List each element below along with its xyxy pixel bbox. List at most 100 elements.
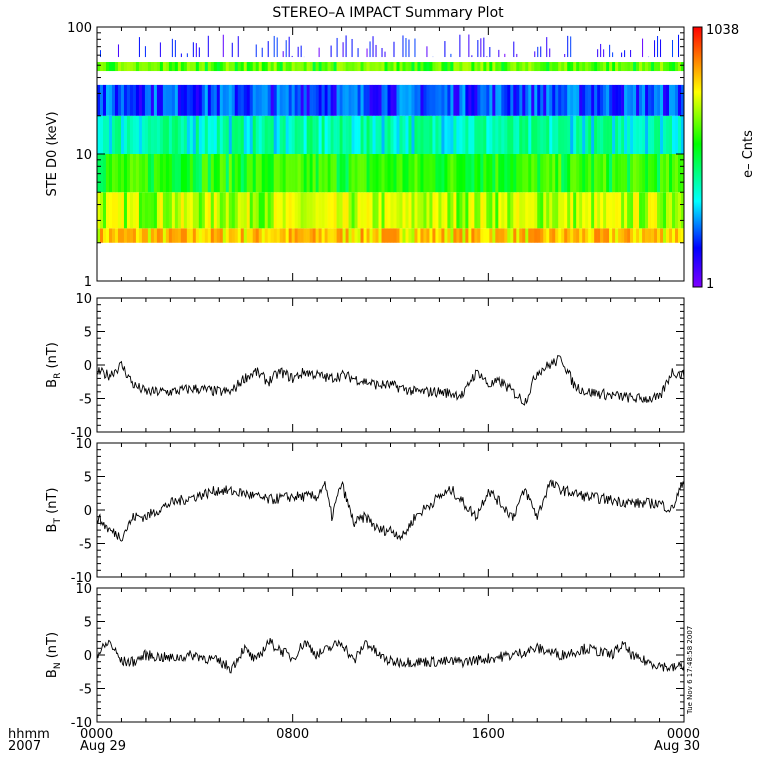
ytick-label: -5 [79,683,92,698]
ytick-label: -5 [79,393,92,408]
spectrogram-cell [444,115,448,154]
spectrogram-cell [648,84,652,116]
spectrogram-cell [135,62,140,72]
ytick-label: 0 [84,504,92,519]
spectrogram-cell [363,84,367,116]
spectrogram-cell [519,192,523,229]
spectrogram-cell [129,154,134,193]
spectrogram-cell [654,84,658,116]
spectrogram-cell [681,62,684,72]
spectrogram-cell [327,84,331,116]
spectrogram-cell [159,154,164,193]
spectrogram-cell [153,192,158,229]
spectrogram-cell [156,84,161,116]
spectrogram-cell [594,154,598,193]
spectrogram-cell [102,154,107,193]
spectrogram-cell [216,84,221,116]
spectrogram-cell [660,192,664,229]
spectrogram-cell [108,84,113,116]
spectrogram-cell [663,62,667,72]
spectrogram-cell [279,228,283,243]
spectrogram-cell [576,115,580,154]
spectrogram-cell [375,192,379,229]
spectrogram-cell [294,84,298,116]
spectrogram-cell [225,228,230,243]
spectrogram-cell [606,192,610,229]
spectrogram-cell [162,62,167,72]
spectrogram-cell [552,192,556,229]
spectrogram-cell [333,192,337,229]
spectrogram-cell [387,115,391,154]
timestamp-label: Tue Nov 6 17:48:58 2007 [686,626,694,715]
spectrogram-cell [600,43,602,58]
spectrogram-cell [468,34,470,58]
spectrogram-cell [174,228,179,243]
spectrogram-cell [180,228,185,243]
spectrogram-cell [165,84,170,116]
spectrogram-cell [252,228,257,243]
spectrogram-cell [192,228,197,243]
spectrogram-cell [459,115,463,154]
spectrogram-cell [378,115,382,154]
spectrogram-cell [471,192,475,229]
spectrogram-cell [456,84,460,116]
spectrogram-cell [663,192,667,229]
spectrogram-cell [525,228,529,243]
spectrogram-cell [147,62,152,72]
spectrogram-cell [675,192,679,229]
spectrogram-cell [114,154,119,193]
spectrogram-cell [225,84,230,116]
spectrogram-cell [180,53,182,58]
spectrogram-cell [360,62,364,72]
spectrogram-cell [420,228,424,243]
spectrogram-cell [222,154,227,193]
spectrogram-cell [285,154,289,193]
spectrogram-cell [342,154,346,193]
spectrogram-cell [267,62,271,72]
spectrogram-cell [459,192,463,229]
spectrogram-cell [126,115,131,154]
spectrogram-cell [609,62,613,72]
spectrogram-cell [663,154,667,193]
spectrogram-cell [432,62,436,72]
spectrogram-cell [153,84,158,116]
spectrogram-cell [639,115,643,154]
spectrogram-cell [390,62,394,72]
spectrogram-cell [567,84,571,116]
spectrogram-cell [303,192,307,229]
spectrogram-cell [156,228,161,243]
spectrogram-cell [189,84,194,116]
spectrogram-cell [270,228,274,243]
spectrogram-cell [567,35,569,58]
spectrogram-cell [489,47,491,58]
spectrogram-cell [501,154,505,193]
spectrogram-cell [408,228,412,243]
spectrogram-cell [471,115,475,154]
spectrogram-cell [138,192,143,229]
spectrogram-cell [513,192,517,229]
spectrogram-cell [144,62,149,72]
spectrogram-cell [627,228,631,243]
spectrogram-cell [366,154,370,193]
spectrogram-cell [135,228,140,243]
spectrogram-cell [645,154,649,193]
spectrogram-cell [579,154,583,193]
spectrogram-cell [252,62,257,72]
spectrogram-cell [414,62,418,72]
spectrogram-cell [654,40,656,58]
spectrogram-cell [387,192,391,229]
spectrogram-cell [291,192,295,229]
spectrogram-cell [189,228,194,243]
footer-hhmm: hhmm [8,727,50,742]
spectrogram-cell [129,62,134,72]
spectrogram-cell [369,84,373,116]
spectrogram-cell [588,228,592,243]
spectrogram-cell [447,192,451,229]
spectrogram-cell [402,192,406,229]
spectrogram-cell [666,228,670,243]
spectrogram-cell [372,36,374,58]
spectrogram-cell [273,154,277,193]
spectrogram-cell [357,228,361,243]
spectrogram-cell [327,228,331,243]
spectrogram-cell [591,62,595,72]
